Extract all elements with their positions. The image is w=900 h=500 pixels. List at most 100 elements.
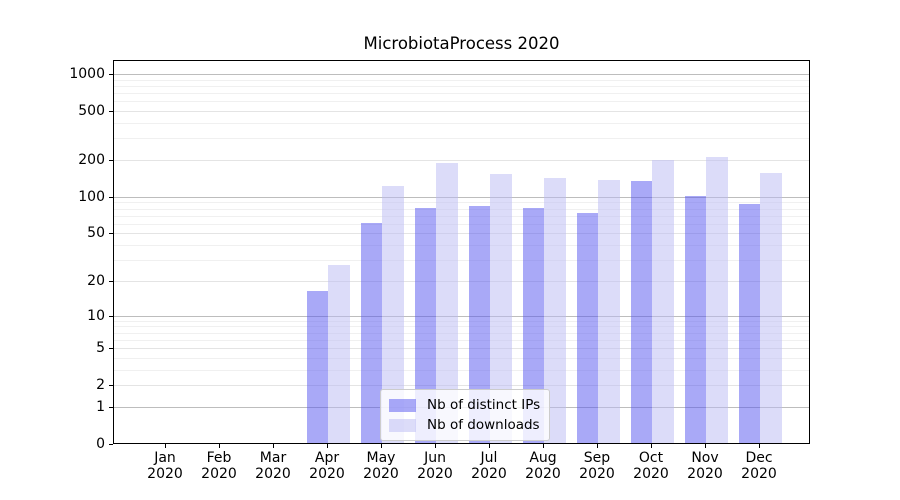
x-tick-mark [165,444,166,448]
x-tick-mark [273,444,274,448]
gridline [114,320,809,322]
y-tick-label: 10 [87,307,105,324]
gridline [114,111,809,113]
y-tick-mark [109,233,113,234]
gridline [114,85,809,87]
gridline [114,79,809,81]
x-tick-mark [435,444,436,448]
bar-downloads [760,173,782,443]
bar-distinct-ips [306,291,328,443]
bar-distinct-ips [576,213,598,443]
x-tick-mark [597,444,598,448]
y-tick-label: 20 [87,272,105,289]
gridline [114,101,809,103]
x-tick-label: Jan 2020 [147,450,183,482]
legend-item-distinct-ips: Nb of distinct IPs [389,395,540,415]
y-tick-label: 50 [87,225,105,242]
y-tick-label: 100 [78,188,105,205]
x-tick-label: Oct 2020 [633,450,669,482]
x-tick-label: Jun 2020 [417,450,453,482]
gridline [114,223,809,225]
gridline [114,369,809,371]
gridline [114,123,809,125]
x-tick-label: Sep 2020 [579,450,615,482]
gridline [114,326,809,328]
bar-distinct-ips [684,195,706,443]
x-tick-mark [489,444,490,448]
y-tick-mark [109,74,113,75]
bar-downloads [382,186,404,443]
x-tick-label: Apr 2020 [309,450,345,482]
gridline [114,245,809,247]
plot-area: Nb of distinct IPs Nb of downloads [113,60,810,444]
gridline [114,74,809,76]
gridline [114,280,809,282]
bar-distinct-ips [738,204,760,443]
y-tick-mark [109,407,113,408]
gridline [114,215,809,217]
gridline [114,160,809,162]
x-tick-label: Aug 2020 [525,450,561,482]
legend-label-distinct-ips: Nb of distinct IPs [427,397,541,413]
x-tick-mark [327,444,328,448]
gridline [114,339,809,341]
x-tick-label: Dec 2020 [741,450,777,482]
x-tick-label: Jul 2020 [471,450,507,482]
y-tick-label: 1 [96,398,105,415]
gridline [114,385,809,387]
x-tick-label: Feb 2020 [201,450,237,482]
y-tick-mark [109,348,113,349]
y-tick-mark [109,197,113,198]
gridline [114,208,809,210]
bar-distinct-ips [468,206,490,443]
y-tick-label: 2 [96,377,105,394]
x-tick-mark [759,444,760,448]
x-tick-mark [651,444,652,448]
legend: Nb of distinct IPs Nb of downloads [380,389,551,441]
chart-title: MicrobiotaProcess 2020 [363,34,560,53]
x-tick-label: Nov 2020 [687,450,723,482]
bar-downloads [436,163,458,443]
gridline [114,138,809,140]
x-tick-label: May 2020 [363,450,399,482]
legend-item-downloads: Nb of downloads [389,415,540,435]
y-tick-label: 5 [96,340,105,357]
bar-distinct-ips [414,207,436,443]
bar-distinct-ips [630,180,652,443]
bar-downloads [598,179,620,443]
y-tick-mark [109,160,113,161]
legend-label-downloads: Nb of downloads [427,417,540,433]
gridline [114,233,809,235]
x-tick-mark [219,444,220,448]
y-tick-label: 500 [78,103,105,120]
gridline [114,332,809,334]
y-tick-mark [109,316,113,317]
bar-distinct-ips [522,207,544,443]
y-tick-mark [109,444,113,445]
y-tick-label: 0 [96,436,105,452]
legend-swatch-distinct-ips [389,398,416,412]
gridline [114,315,809,317]
gridline [114,196,809,198]
gridline [114,357,809,359]
y-tick-mark [109,385,113,386]
gridline [114,202,809,204]
x-tick-mark [543,444,544,448]
gridline [114,348,809,350]
gridline [114,260,809,262]
y-tick-label: 200 [78,152,105,169]
x-tick-mark [381,444,382,448]
y-tick-label: 1000 [69,66,105,83]
x-tick-mark [705,444,706,448]
bar-downloads [706,157,728,443]
bar-downloads [490,173,512,443]
bar-downloads [544,178,566,443]
y-tick-mark [109,281,113,282]
bar-downloads [328,264,350,443]
y-tick-mark [109,111,113,112]
gridline [114,93,809,95]
bar-downloads [652,160,674,443]
legend-swatch-downloads [389,418,416,432]
bar-distinct-ips [360,222,382,443]
